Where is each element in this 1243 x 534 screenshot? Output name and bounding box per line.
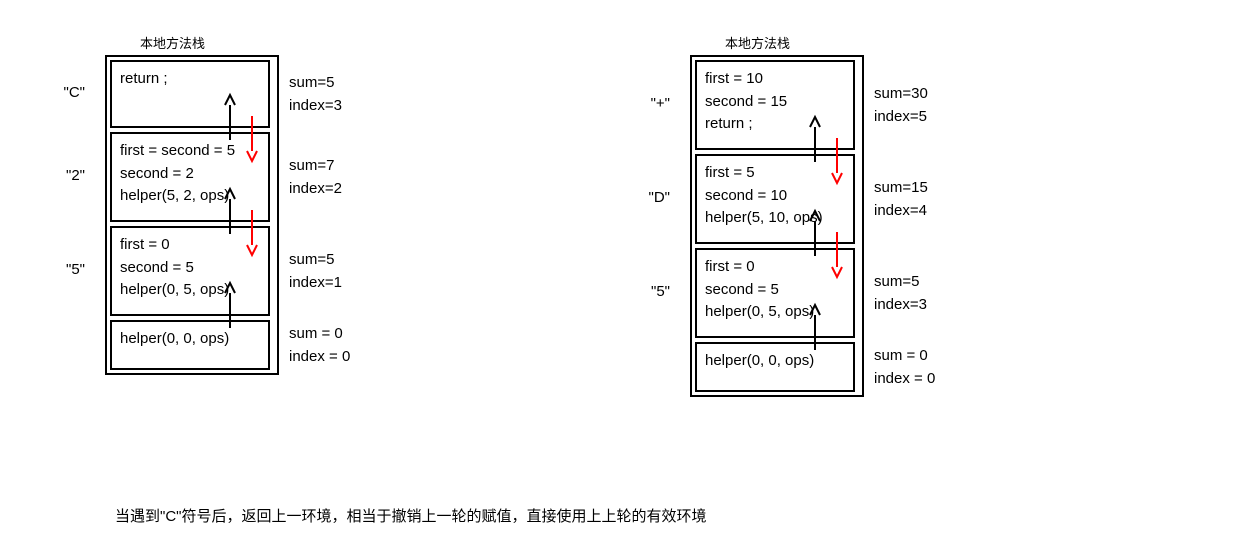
state-line: index=1 <box>289 272 342 295</box>
state-line: sum=15 <box>874 177 928 200</box>
state-label: sum=5index=3 <box>289 72 342 117</box>
state-label: sum=5index=3 <box>874 271 927 316</box>
frame-content: first = 0 second = 5 helper(0, 5, ops) <box>705 256 845 324</box>
state-line: index=2 <box>289 178 342 201</box>
stack-frame: first = 5 second = 10 helper(5, 10, ops) <box>695 154 855 244</box>
frame-content: return ; <box>120 68 260 91</box>
stack-frame: first = second = 5 second = 2 helper(5, … <box>110 132 270 222</box>
input-token-label: "5" <box>630 283 670 300</box>
frame-content: first = 5 second = 10 helper(5, 10, ops) <box>705 162 845 230</box>
input-token-label: "2" <box>45 167 85 184</box>
state-line: index=3 <box>874 294 927 317</box>
state-line: sum=30 <box>874 83 928 106</box>
state-label: sum=5index=1 <box>289 249 342 294</box>
state-label: sum=15index=4 <box>874 177 928 222</box>
state-line: index = 0 <box>874 368 935 391</box>
stack-frame: helper(0, 0, ops) <box>110 320 270 370</box>
state-label: sum = 0index = 0 <box>289 323 350 368</box>
input-token-label: "C" <box>45 84 85 101</box>
state-line: sum = 0 <box>874 345 935 368</box>
stack-frame: return ; <box>110 60 270 128</box>
frame-content: helper(0, 0, ops) <box>120 328 260 351</box>
stack-container: return ; first = second = 5 second = 2 he… <box>105 55 279 375</box>
state-line: sum=5 <box>289 249 342 272</box>
state-label: sum = 0index = 0 <box>874 345 935 390</box>
frame-content: helper(0, 0, ops) <box>705 350 845 373</box>
state-label: sum=7index=2 <box>289 155 342 200</box>
stack-frame: first = 0 second = 5 helper(0, 5, ops) <box>110 226 270 316</box>
input-token-label: "+" <box>630 95 670 112</box>
state-line: sum = 0 <box>289 323 350 346</box>
state-line: sum=5 <box>874 271 927 294</box>
frame-content: first = 0 second = 5 helper(0, 5, ops) <box>120 234 260 302</box>
stack-frame: first = 0 second = 5 helper(0, 5, ops) <box>695 248 855 338</box>
stack-title: 本地方法栈 <box>725 33 790 52</box>
input-token-label: "5" <box>45 261 85 278</box>
stack-title: 本地方法栈 <box>140 33 205 52</box>
stack-container: first = 10 second = 15 return ; first = 5… <box>690 55 864 397</box>
state-line: index = 0 <box>289 346 350 369</box>
state-label: sum=30index=5 <box>874 83 928 128</box>
stack-frame: helper(0, 0, ops) <box>695 342 855 392</box>
state-line: index=3 <box>289 95 342 118</box>
frame-content: first = 10 second = 15 return ; <box>705 68 845 136</box>
diagram-caption: 当遇到"C"符号后，返回上一环境，相当于撤销上一轮的赋值，直接使用上上轮的有效环… <box>115 505 707 526</box>
state-line: sum=5 <box>289 72 342 95</box>
frame-content: first = second = 5 second = 2 helper(5, … <box>120 140 260 208</box>
state-line: index=4 <box>874 200 928 223</box>
state-line: index=5 <box>874 106 928 129</box>
stack-frame: first = 10 second = 15 return ; <box>695 60 855 150</box>
input-token-label: "D" <box>630 189 670 206</box>
state-line: sum=7 <box>289 155 342 178</box>
